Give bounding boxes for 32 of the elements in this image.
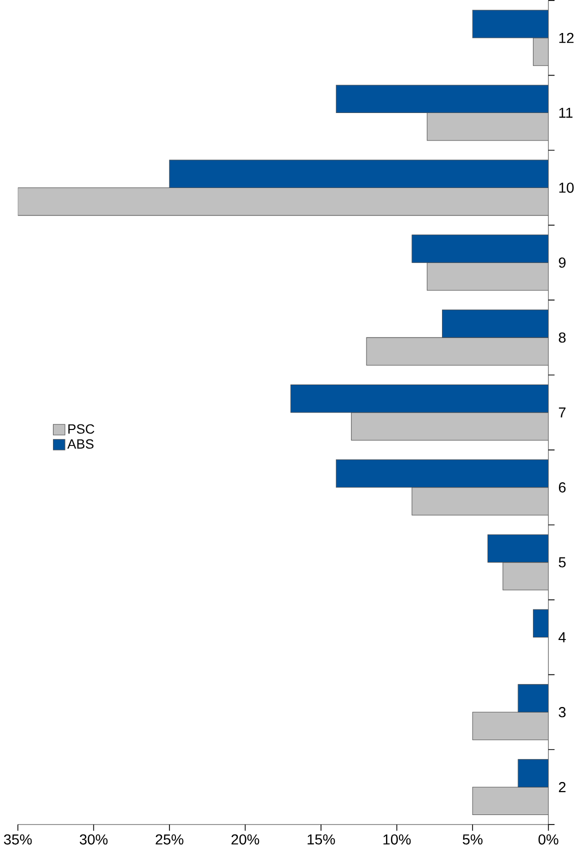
bar: [427, 112, 549, 141]
y-tick-label: 4: [558, 632, 566, 642]
y-tick-label: 8: [558, 332, 566, 343]
bar: [427, 262, 549, 291]
x-tick-label: 20%: [232, 834, 260, 845]
bar: [502, 562, 549, 590]
x-tick-label: 25%: [156, 834, 184, 845]
x-tick-label: 30%: [80, 834, 108, 845]
y-tick-label: 6: [559, 482, 566, 493]
legend-label: PSC: [68, 424, 94, 434]
bar: [533, 38, 549, 66]
legend-label: ABS: [67, 439, 94, 449]
bar: [18, 187, 549, 216]
x-tick-label: 10%: [384, 834, 411, 845]
y-tick-label: 10: [559, 182, 574, 193]
bar: [412, 487, 549, 516]
y-tick-label: 2: [559, 782, 566, 792]
x-tick-label: 35%: [4, 834, 32, 845]
x-tick-label: 15%: [308, 834, 336, 845]
y-tick-label: 5: [558, 557, 566, 568]
bar: [533, 609, 549, 638]
x-tick-label: 0%: [538, 834, 558, 845]
bar: [366, 337, 549, 366]
bar: [472, 712, 549, 740]
y-tick-label: 12: [559, 32, 574, 43]
y-tick-label: 9: [559, 258, 566, 268]
x-tick-label: 5%: [462, 834, 483, 845]
bar: [351, 412, 549, 440]
y-tick-label: 3: [558, 707, 566, 718]
y-tick-label: 11: [559, 108, 573, 118]
y-tick-label: 7: [559, 408, 566, 418]
bar: [472, 786, 549, 816]
